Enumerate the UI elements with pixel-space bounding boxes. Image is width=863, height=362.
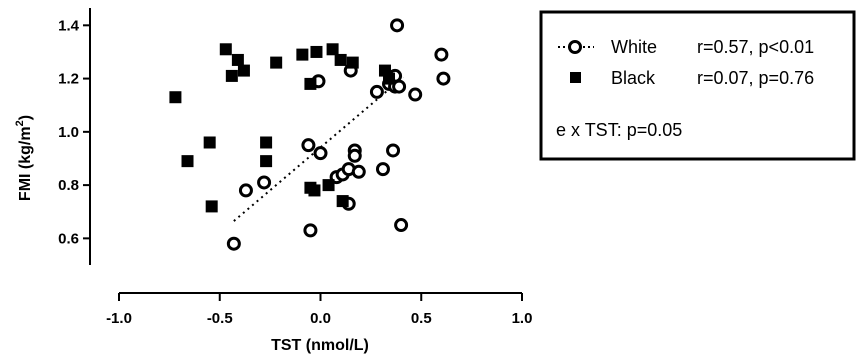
point-white bbox=[434, 47, 449, 62]
point-white bbox=[369, 84, 384, 99]
point-black bbox=[260, 155, 273, 168]
point-white bbox=[257, 175, 272, 190]
point-black bbox=[308, 184, 321, 197]
point-black bbox=[322, 179, 335, 192]
y-axis-title: FMI (kg/m2) bbox=[14, 115, 34, 201]
y-tick-label: 1.4 bbox=[58, 17, 80, 34]
legend-annotation: e x TST: p=0.05 bbox=[556, 120, 682, 140]
x-tick-label: -1.0 bbox=[106, 310, 132, 327]
point-black bbox=[205, 200, 218, 213]
y-axis-ticks: 0.6 0.8 1.0 1.2 1.4 bbox=[58, 17, 90, 247]
legend: White r=0.57, p<0.01 Black r=0.07, p=0.7… bbox=[539, 10, 856, 161]
point-white bbox=[347, 148, 362, 163]
legend-white-label: White bbox=[611, 37, 657, 57]
y-tick-label: 1.0 bbox=[58, 124, 79, 141]
point-black bbox=[181, 155, 194, 168]
legend-black-stat: r=0.07, p=0.76 bbox=[697, 68, 814, 88]
x-axis-ticks: -1.0 -0.5 0.0 0.5 1.0 bbox=[106, 293, 532, 327]
point-black bbox=[296, 48, 309, 61]
point-white bbox=[386, 143, 401, 158]
point-white bbox=[226, 236, 241, 251]
point-black bbox=[326, 43, 339, 56]
point-white bbox=[301, 138, 316, 153]
point-white bbox=[394, 218, 409, 233]
y-tick-label: 1.2 bbox=[58, 71, 79, 88]
x-tick-label: 0.0 bbox=[310, 310, 331, 327]
point-black bbox=[231, 53, 244, 66]
point-white bbox=[408, 87, 423, 102]
point-white bbox=[313, 146, 328, 161]
point-white bbox=[375, 162, 390, 177]
point-black bbox=[169, 91, 182, 104]
y-axis-title-close: ) bbox=[17, 115, 34, 120]
x-tick-label: 1.0 bbox=[512, 310, 533, 327]
y-tick-label: 0.8 bbox=[58, 177, 79, 194]
legend-black-marker bbox=[570, 72, 581, 83]
legend-white-stat: r=0.57, p<0.01 bbox=[697, 37, 814, 57]
point-black bbox=[334, 53, 347, 66]
point-white bbox=[390, 18, 405, 33]
y-axis-title-superscript: 2 bbox=[14, 120, 26, 126]
legend-box bbox=[539, 10, 856, 161]
point-black bbox=[237, 64, 250, 77]
point-white bbox=[436, 71, 451, 86]
point-white bbox=[303, 223, 318, 238]
y-tick-label: 0.6 bbox=[58, 230, 79, 247]
point-black bbox=[336, 195, 349, 208]
point-black bbox=[219, 43, 232, 56]
point-white bbox=[392, 79, 407, 94]
point-black bbox=[346, 56, 359, 69]
y-axis-title-main: FMI (kg/m bbox=[17, 126, 34, 201]
point-black bbox=[310, 45, 323, 58]
legend-white-marker bbox=[568, 40, 582, 54]
point-black bbox=[225, 69, 238, 82]
data-points bbox=[169, 18, 451, 251]
fit-line-white bbox=[233, 76, 404, 222]
fit-lines bbox=[233, 76, 404, 222]
point-white bbox=[351, 164, 366, 179]
legend-black-label: Black bbox=[611, 68, 656, 88]
point-black bbox=[383, 72, 396, 85]
point-white bbox=[238, 183, 253, 198]
point-black bbox=[260, 136, 273, 149]
x-tick-label: -0.5 bbox=[207, 310, 233, 327]
point-black bbox=[304, 77, 317, 90]
x-axis-title: TST (nmol/L) bbox=[271, 337, 369, 354]
x-tick-label: 0.5 bbox=[411, 310, 432, 327]
point-black bbox=[203, 136, 216, 149]
point-black bbox=[270, 56, 283, 69]
